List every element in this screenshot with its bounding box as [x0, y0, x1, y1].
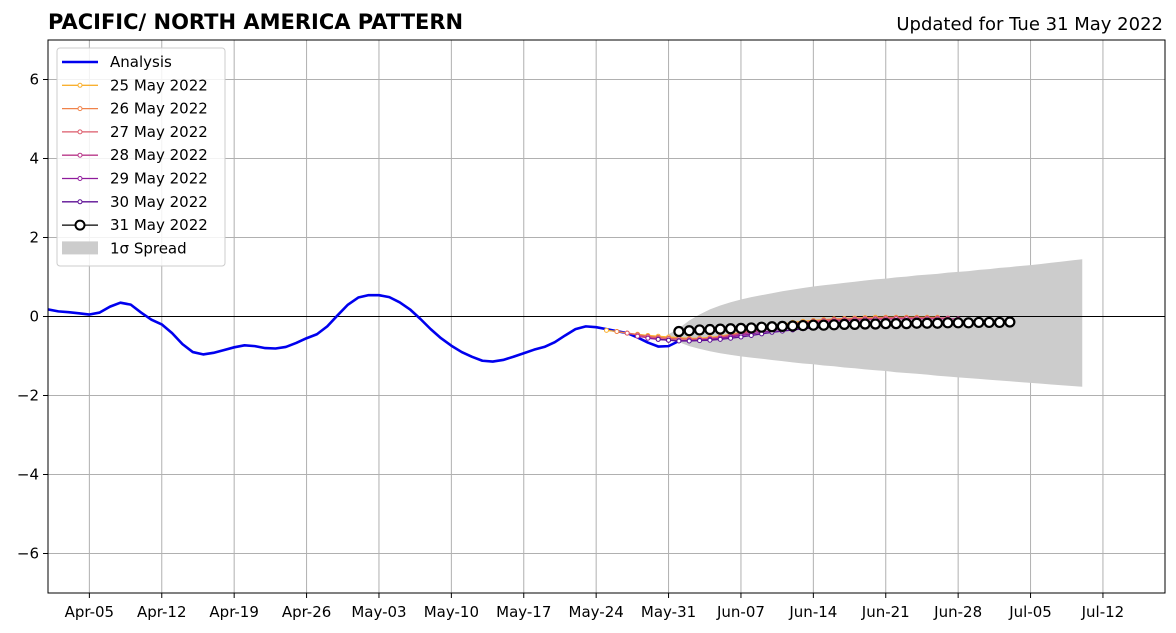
x-tick-label: Jul-05: [1008, 603, 1052, 621]
forecast-point: [676, 338, 682, 344]
latest-forecast-point: [952, 317, 964, 329]
legend-box: [56, 47, 226, 267]
latest-forecast-point: [921, 317, 933, 329]
latest-forecast-point: [714, 323, 726, 335]
x-tick-label: Apr-05: [65, 603, 115, 621]
x-tick-label: Apr-26: [282, 603, 332, 621]
forecast-point: [748, 332, 754, 338]
latest-forecast-point: [807, 319, 819, 331]
latest-forecast-point: [673, 325, 685, 338]
analysis-line: [48, 293, 680, 363]
legend-marker: [77, 82, 83, 88]
legend-label: 27 May 2022: [110, 123, 208, 141]
forecast-point: [728, 335, 734, 341]
forecast-point: [707, 337, 713, 343]
forecast-point: [614, 329, 620, 335]
legend-label: 28 May 2022: [110, 146, 208, 164]
x-tick-label: Jun-28: [933, 603, 982, 621]
legend-label: 29 May 2022: [110, 170, 208, 188]
legend-label: 26 May 2022: [110, 100, 208, 118]
forecast-point: [604, 327, 609, 333]
chart-subtitle: Updated for Tue 31 May 2022: [896, 14, 1163, 35]
x-tick-label: May-17: [496, 603, 551, 621]
latest-forecast-point: [962, 317, 975, 329]
latest-forecast-point: [900, 318, 913, 330]
legend-marker: [77, 129, 83, 135]
x-tick-label: May-24: [569, 603, 624, 621]
forecast-point: [666, 337, 672, 343]
forecast-point: [717, 336, 723, 342]
latest-forecast-point: [797, 319, 809, 332]
x-tick-label: Jul-12: [1081, 603, 1125, 621]
latest-forecast-point: [880, 318, 892, 330]
y-tick-label: 0: [29, 308, 39, 326]
latest-forecast-point: [745, 322, 757, 334]
chart-title: PACIFIC/ NORTH AMERICA PATTERN: [48, 10, 463, 34]
latest-forecast-point: [1004, 316, 1016, 328]
latest-forecast-point: [838, 318, 850, 330]
y-tick-label: 4: [29, 150, 39, 168]
x-tick-label: Apr-12: [137, 603, 187, 621]
forecast-point: [624, 330, 630, 336]
forecast-point: [635, 333, 641, 339]
latest-forecast-point: [683, 325, 695, 337]
y-axis: 6 4 2 0 −2 −4 −6: [17, 71, 48, 563]
y-tick-label: 6: [29, 71, 39, 89]
y-tick-label: −2: [17, 387, 39, 405]
legend-label: 30 May 2022: [110, 193, 208, 211]
latest-forecast-point: [869, 318, 882, 330]
latest-forecast-point: [787, 320, 799, 332]
x-tick-label: Jun-21: [861, 603, 910, 621]
latest-forecast-point: [993, 316, 1006, 329]
latest-forecast-point: [776, 320, 788, 332]
legend-marker: [77, 106, 83, 112]
x-axis: Apr-05 Apr-12 Apr-19 Apr-26 May-03 May-10 May-…: [65, 593, 1125, 621]
forecast-point: [738, 334, 744, 340]
latest-forecast-point: [735, 322, 747, 334]
latest-forecast-point: [890, 318, 902, 330]
legend-label: 25 May 2022: [110, 76, 208, 94]
latest-forecast-point: [849, 318, 861, 330]
x-tick-label: May-31: [641, 603, 696, 621]
latest-forecast-point: [973, 316, 985, 329]
x-tick-label: Apr-19: [209, 603, 259, 621]
x-tick-label: Jun-14: [788, 603, 837, 621]
latest-forecast-point: [828, 319, 840, 331]
latest-forecast-point: [725, 323, 737, 335]
forecast-point: [655, 336, 661, 342]
legend-label: Analysis: [110, 53, 172, 71]
legend-marker: [77, 152, 83, 158]
latest-forecast-point: [693, 324, 706, 336]
latest-forecast-point: [931, 317, 944, 329]
forecast-point: [697, 338, 703, 344]
legend-marker: [77, 199, 83, 205]
y-tick-label: 2: [29, 229, 39, 247]
latest-forecast-point: [704, 323, 716, 336]
latest-forecast-point: [766, 321, 778, 333]
forecast-point: [645, 335, 651, 341]
y-tick-label: −4: [17, 466, 39, 484]
x-tick-label: May-03: [351, 603, 406, 621]
latest-forecast-point: [859, 318, 871, 330]
x-tick-label: Jun-07: [716, 603, 765, 621]
plot-content: [48, 259, 1165, 387]
legend-marker: [77, 176, 83, 181]
legend-swatch: [62, 241, 98, 255]
latest-forecast-point: [756, 321, 768, 333]
latest-forecast-point: [983, 316, 995, 329]
latest-forecast-point: [818, 319, 830, 331]
forecast-point: [686, 338, 692, 344]
legend-label: 31 May 2022: [110, 216, 208, 234]
legend-marker: [74, 219, 86, 231]
legend-label: 1σ Spread: [110, 239, 187, 257]
x-tick-label: May-10: [424, 603, 479, 621]
y-tick-label: −6: [17, 545, 39, 563]
legend: Analysis 25 May 2022 26 May 2022 27 May 202…: [56, 47, 226, 267]
latest-forecast-point: [942, 317, 954, 329]
latest-forecast-point: [911, 317, 923, 329]
